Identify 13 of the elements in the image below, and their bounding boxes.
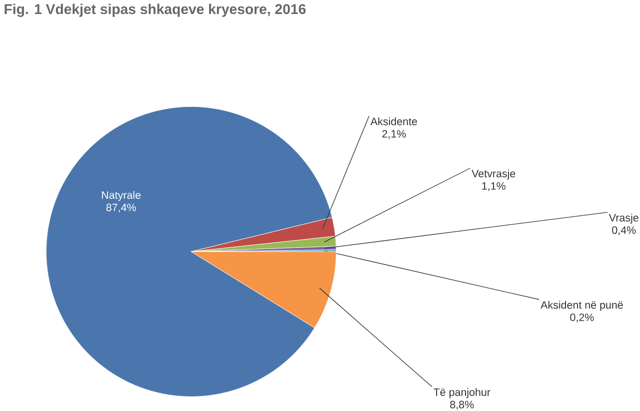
data-label: 1,1% [482,182,506,192]
data-label: 0,4% [612,226,636,236]
data-label: 8,8% [450,400,474,410]
chart-title: Fig. 1 Vdekjet sipas shkaqeve kryesore, 2016 [4,4,306,18]
slice-label: Aksidente [370,117,418,126]
slice-label: Të panjohur [434,388,490,398]
slice-label: Vetvrasje [472,170,516,180]
data-label: 2,1% [382,130,406,140]
data-label: 87,4% [106,204,136,213]
slice-label: Vrasje [608,214,638,224]
slice-label: Aksident në punë [540,300,623,311]
data-label: 0,2% [570,314,594,323]
slice-label: Natyrale [102,191,141,202]
